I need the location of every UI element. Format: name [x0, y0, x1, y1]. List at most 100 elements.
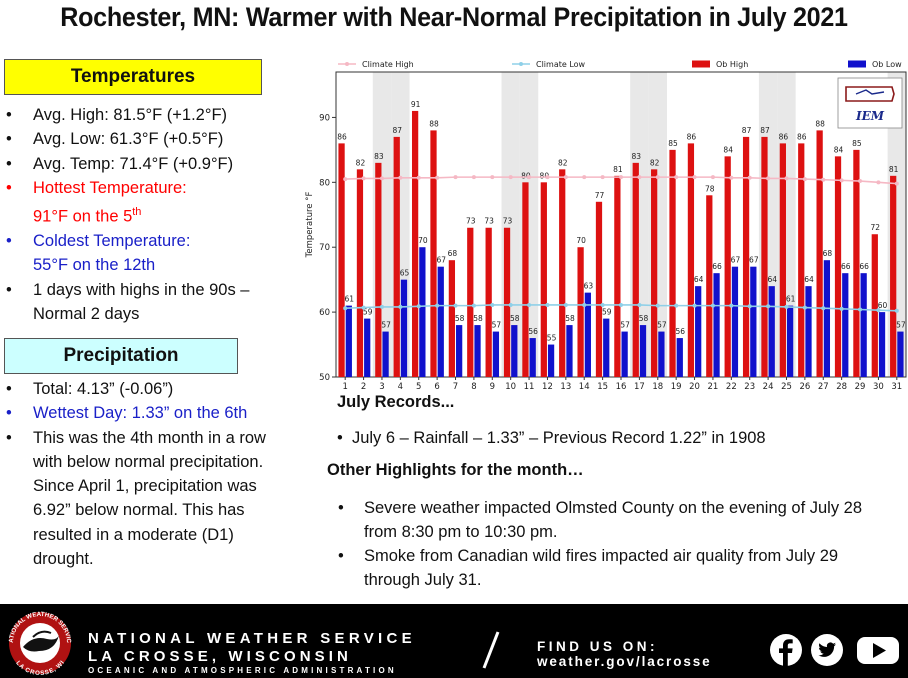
climate-low-point — [692, 303, 697, 308]
climate-high-point — [619, 175, 623, 180]
climate-high-point — [490, 175, 495, 180]
x-tick-label: 22 — [726, 382, 737, 392]
ob-low-label: 57 — [896, 321, 906, 330]
y-tick-label: 80 — [319, 178, 330, 188]
ob-high-bar — [430, 130, 437, 377]
climate-high-point — [379, 176, 384, 181]
precip-total-item: Total: 4.13” (-0.06”) — [0, 377, 300, 402]
ob-high-label: 85 — [852, 139, 862, 148]
avg-temp-item: Avg. Temp: 71.4°F (+0.9°F) — [0, 152, 300, 177]
ob-low-label: 65 — [400, 269, 410, 278]
climate-high-point — [784, 176, 789, 181]
climate-low-point — [655, 303, 660, 308]
hottest-label: Hottest Temperature: — [33, 178, 187, 197]
climate-high-point — [729, 175, 734, 180]
ob-low-label: 55 — [547, 334, 557, 343]
climate-low-point — [766, 304, 771, 309]
climate-high-point — [343, 177, 348, 182]
ob-low-bar — [474, 325, 481, 377]
climate-high-point — [545, 175, 550, 180]
x-tick-label: 18 — [652, 382, 663, 392]
ob-low-label: 64 — [804, 275, 814, 284]
y-tick-label: 90 — [319, 113, 330, 123]
y-tick-label: 60 — [319, 308, 330, 318]
x-tick-label: 16 — [616, 382, 627, 392]
ob-high-label: 83 — [374, 152, 384, 161]
website-link[interactable]: weather.gov/lacrosse — [537, 654, 712, 669]
ob-low-label: 63 — [584, 282, 594, 291]
climate-low-point — [894, 308, 899, 313]
x-tick-label: 21 — [708, 382, 719, 392]
ob-high-label: 78 — [705, 184, 715, 193]
twitter-icon[interactable] — [810, 633, 844, 667]
ob-low-label: 61 — [345, 295, 355, 304]
ob-low-bar — [345, 305, 352, 377]
x-tick-label: 30 — [873, 382, 884, 392]
legend-label: Ob Low — [872, 60, 902, 69]
x-tick-label: 29 — [855, 382, 866, 392]
climate-high-point — [398, 175, 403, 180]
ob-high-label: 82 — [650, 158, 660, 167]
ob-high-bar — [632, 162, 639, 377]
climate-high-point — [674, 175, 679, 180]
climate-high-point — [600, 175, 605, 180]
ob-high-bar — [356, 169, 364, 377]
ob-high-label: 86 — [797, 132, 807, 141]
x-tick-label: 24 — [763, 382, 774, 392]
climate-low-point — [802, 305, 807, 310]
climate-high-point — [435, 175, 440, 180]
precipitation-header: Precipitation — [4, 338, 238, 374]
climate-low-point — [343, 306, 348, 311]
ob-low-label: 58 — [455, 314, 465, 323]
records-item-text: July 6 – Rainfall – 1.33” – Previous Rec… — [351, 429, 766, 447]
highlight-item: Smoke from Canadian wild fires impacted … — [334, 544, 894, 592]
ob-high-bar — [393, 136, 400, 377]
ob-high-label: 83 — [631, 152, 641, 161]
highlight-item: Severe weather impacted Olmsted County o… — [334, 496, 894, 544]
ob-high-label: 81 — [613, 165, 623, 174]
ob-high-bar — [411, 110, 419, 378]
climate-low-point — [398, 304, 403, 309]
ob-high-bar — [595, 201, 603, 377]
footer-noaa: OCEANIC AND ATMOSPHERIC ADMINISTRATION — [88, 666, 397, 675]
facebook-icon[interactable] — [769, 633, 803, 667]
climate-low-point — [600, 302, 605, 307]
x-tick-label: 17 — [634, 382, 645, 392]
ob-low-label: 67 — [749, 256, 759, 265]
climate-high-point — [692, 175, 697, 180]
ob-low-label: 68 — [823, 249, 833, 258]
avg-low-item: Avg. Low: 61.3°F (+0.5°F) — [0, 127, 300, 152]
temperatures-list: Avg. High: 81.5°F (+1.2°F) Avg. Low: 61.… — [0, 103, 300, 326]
climate-high-point — [894, 181, 899, 186]
climate-high-point — [527, 175, 532, 180]
climate-low-point — [527, 302, 532, 307]
ob-low-label: 56 — [528, 327, 538, 336]
ob-high-label: 77 — [595, 191, 605, 200]
ob-low-label: 57 — [620, 321, 630, 330]
ob-low-bar — [658, 331, 665, 377]
climate-low-point — [471, 303, 476, 308]
highlights-header: Other Highlights for the month… — [327, 461, 584, 479]
ob-low-label: 64 — [767, 275, 777, 284]
ob-high-label: 86 — [687, 132, 697, 141]
x-tick-label: 13 — [560, 382, 571, 392]
x-tick-label: 23 — [744, 382, 755, 392]
ob-high-bar — [798, 143, 805, 377]
ob-low-bar — [382, 331, 389, 377]
ob-low-bar — [713, 273, 720, 377]
x-tick-label: 3 — [379, 382, 384, 392]
ob-low-label: 58 — [639, 314, 649, 323]
ob-high-bar — [503, 227, 511, 377]
ob-high-label: 73 — [503, 217, 513, 226]
ob-low-label: 66 — [841, 262, 851, 271]
ob-low-bar — [364, 318, 371, 377]
ob-low-label: 56 — [676, 327, 686, 336]
youtube-icon[interactable] — [856, 633, 900, 667]
climate-high-point — [839, 178, 844, 183]
ob-low-bar — [768, 286, 775, 377]
highlights-list: Severe weather impacted Olmsted County o… — [334, 496, 894, 592]
hottest-value: 91°F on the 5 — [33, 207, 133, 226]
nws-logo-icon[interactable]: NATIONAL WEATHER SERVICE LA CROSSE, WI — [3, 607, 77, 675]
footer-office: LA CROSSE, WISCONSIN — [88, 648, 352, 665]
